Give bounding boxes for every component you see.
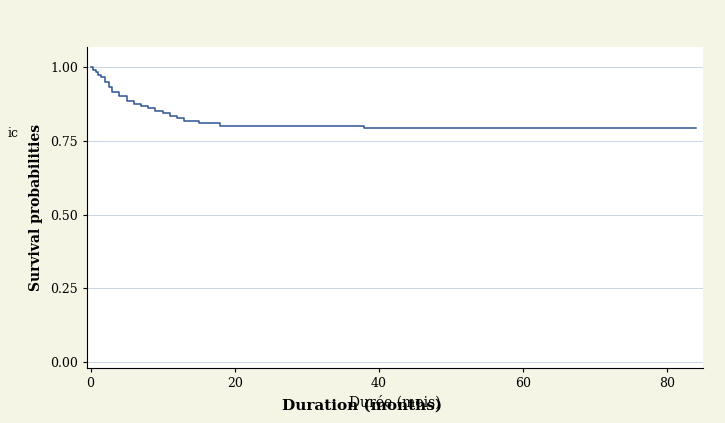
X-axis label: Durée (mois): Durée (mois): [349, 396, 441, 410]
Y-axis label: Survival probabilities: Survival probabilities: [29, 124, 44, 291]
Text: ic: ic: [7, 127, 18, 140]
Text: Duration (months): Duration (months): [283, 399, 442, 413]
